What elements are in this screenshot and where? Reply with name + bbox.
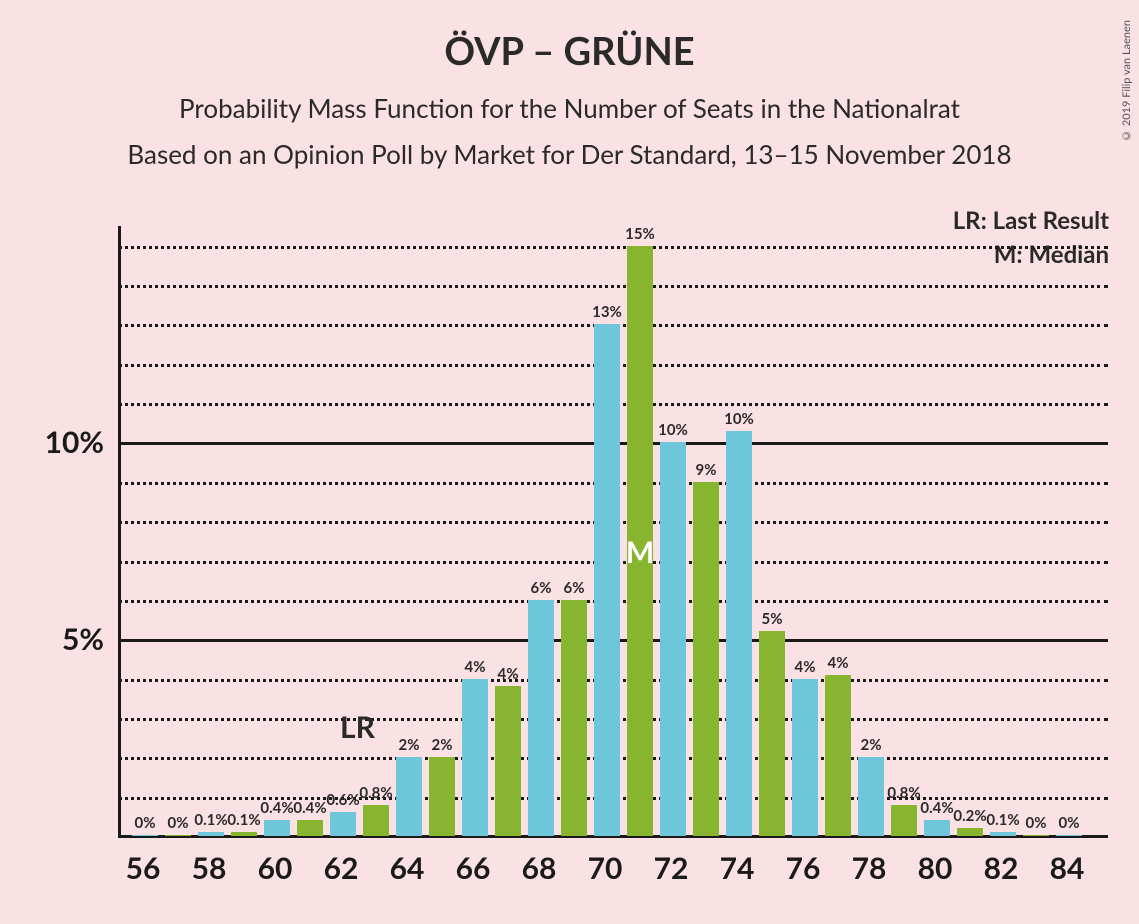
bar: 0.1% — [231, 832, 257, 836]
bar-value-label: 10% — [724, 410, 754, 428]
bar: 2% — [858, 757, 884, 836]
chart-plot-area: 5%10%5658606264666870727476788082840%0%0… — [118, 226, 1108, 836]
x-tick-label: 60 — [258, 850, 293, 886]
bar-value-label: 0.4% — [293, 799, 326, 817]
bar: 0.4% — [264, 820, 290, 836]
bar-value-label: 0.6% — [326, 791, 359, 809]
bar-value-label: 0.1% — [194, 811, 227, 829]
bar: 10% — [726, 431, 752, 836]
bar-value-label: 2% — [399, 736, 420, 754]
bar-value-label: 4% — [465, 658, 486, 676]
bar-value-label: 0% — [168, 814, 189, 832]
x-tick-label: 58 — [192, 850, 227, 886]
x-tick-label: 62 — [324, 850, 359, 886]
x-tick-label: 64 — [390, 850, 425, 886]
y-tick-label: 10% — [45, 424, 104, 460]
bar-value-label: 4% — [795, 658, 816, 676]
bar-value-label: 6% — [564, 579, 585, 597]
bar-value-label: 0.1% — [227, 811, 260, 829]
bar: 15%M — [627, 246, 653, 836]
bar-value-label: 0.4% — [260, 799, 293, 817]
chart-title: ÖVP – GRÜNE — [0, 0, 1139, 74]
bars-container: 0%0%0.1%0.1%0.4%0.4%0.6%0.8%2%2%4%4%6%6%… — [120, 226, 1108, 836]
bar: 0% — [132, 835, 158, 836]
bar-value-label: 0% — [1059, 814, 1080, 832]
last-result-marker: LR — [340, 709, 375, 745]
x-tick-label: 80 — [918, 850, 953, 886]
x-tick-label: 72 — [654, 850, 689, 886]
bar: 5% — [759, 631, 785, 836]
bar-value-label: 0.8% — [887, 784, 920, 802]
bar-value-label: 0.8% — [359, 784, 392, 802]
bar-value-label: 10% — [658, 421, 688, 439]
bar-value-label: 0% — [135, 814, 156, 832]
copyright-text: © 2019 Filip van Laenen — [1120, 20, 1133, 142]
bar: 0.4% — [924, 820, 950, 836]
bar-value-label: 4% — [828, 654, 849, 672]
x-tick-label: 66 — [456, 850, 491, 886]
bar: 10% — [660, 442, 686, 836]
x-tick-label: 78 — [852, 850, 887, 886]
bar-value-label: 15% — [625, 225, 655, 243]
bar-value-label: 2% — [432, 736, 453, 754]
bar: 6% — [561, 600, 587, 836]
bar: 2% — [396, 757, 422, 836]
bar-value-label: 6% — [531, 579, 552, 597]
chart-subtitle-1: Probability Mass Function for the Number… — [0, 92, 1139, 124]
bar: 4% — [792, 679, 818, 836]
bar: 0.6% — [330, 812, 356, 836]
chart-subtitle-2: Based on an Opinion Poll by Market for D… — [0, 138, 1139, 170]
bar: 4% — [495, 686, 521, 836]
bar: 0% — [1056, 835, 1082, 836]
median-marker: M — [626, 534, 654, 570]
bar: 0.4% — [297, 820, 323, 836]
x-tick-label: 84 — [1050, 850, 1085, 886]
x-tick-label: 70 — [588, 850, 623, 886]
bar: 9% — [693, 482, 719, 836]
x-tick-label: 68 — [522, 850, 557, 886]
x-tick-label: 76 — [786, 850, 821, 886]
bar: 13% — [594, 324, 620, 836]
bar-value-label: 0.1% — [986, 811, 1019, 829]
bar: 0.1% — [990, 832, 1016, 836]
bar: 0.8% — [363, 805, 389, 836]
bar: 2% — [429, 757, 455, 836]
bar-value-label: 9% — [696, 461, 717, 479]
bar: 0% — [1023, 835, 1049, 836]
bar: 0% — [165, 835, 191, 836]
bar-value-label: 5% — [762, 610, 783, 628]
bar-value-label: 2% — [861, 736, 882, 754]
bar: 0.2% — [957, 828, 983, 836]
bar-value-label: 13% — [592, 303, 622, 321]
bar: 4% — [825, 675, 851, 836]
y-tick-label: 5% — [62, 621, 104, 657]
bar: 0.1% — [198, 832, 224, 836]
bar: 4% — [462, 679, 488, 836]
x-tick-label: 56 — [126, 850, 161, 886]
bar: 6% — [528, 600, 554, 836]
bar: 0.8% — [891, 805, 917, 836]
x-tick-label: 82 — [984, 850, 1019, 886]
bar-value-label: 4% — [498, 665, 519, 683]
x-tick-label: 74 — [720, 850, 755, 886]
bar-value-label: 0.4% — [920, 799, 953, 817]
bar-value-label: 0% — [1026, 814, 1047, 832]
bar-value-label: 0.2% — [953, 807, 986, 825]
